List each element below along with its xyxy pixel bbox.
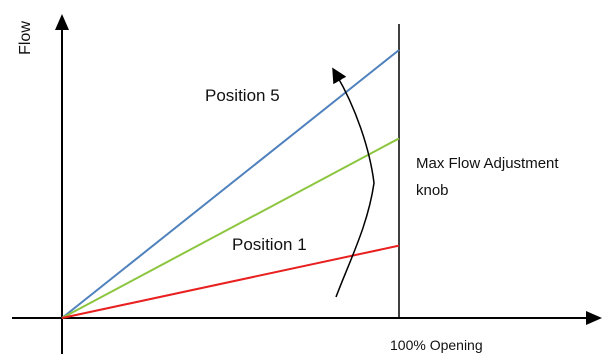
x-axis-arrow-icon xyxy=(586,311,602,325)
series-line-position-5 xyxy=(61,49,400,319)
x-axis-label: 100% Opening xyxy=(390,337,483,353)
annotation-knob-line-2: knob xyxy=(416,182,449,199)
annotation-knob-line-1: Max Flow Adjustment xyxy=(416,155,559,172)
adjustment-arrow-icon xyxy=(332,67,375,298)
annotation-position-1: Position 1 xyxy=(232,235,307,254)
series-line-position-1 xyxy=(61,244,400,319)
y-axis-arrow-icon xyxy=(55,14,69,30)
annotation-position-5: Position 5 xyxy=(205,86,280,105)
y-axis-label: Flow xyxy=(17,21,34,55)
series-line-middle xyxy=(61,137,400,319)
